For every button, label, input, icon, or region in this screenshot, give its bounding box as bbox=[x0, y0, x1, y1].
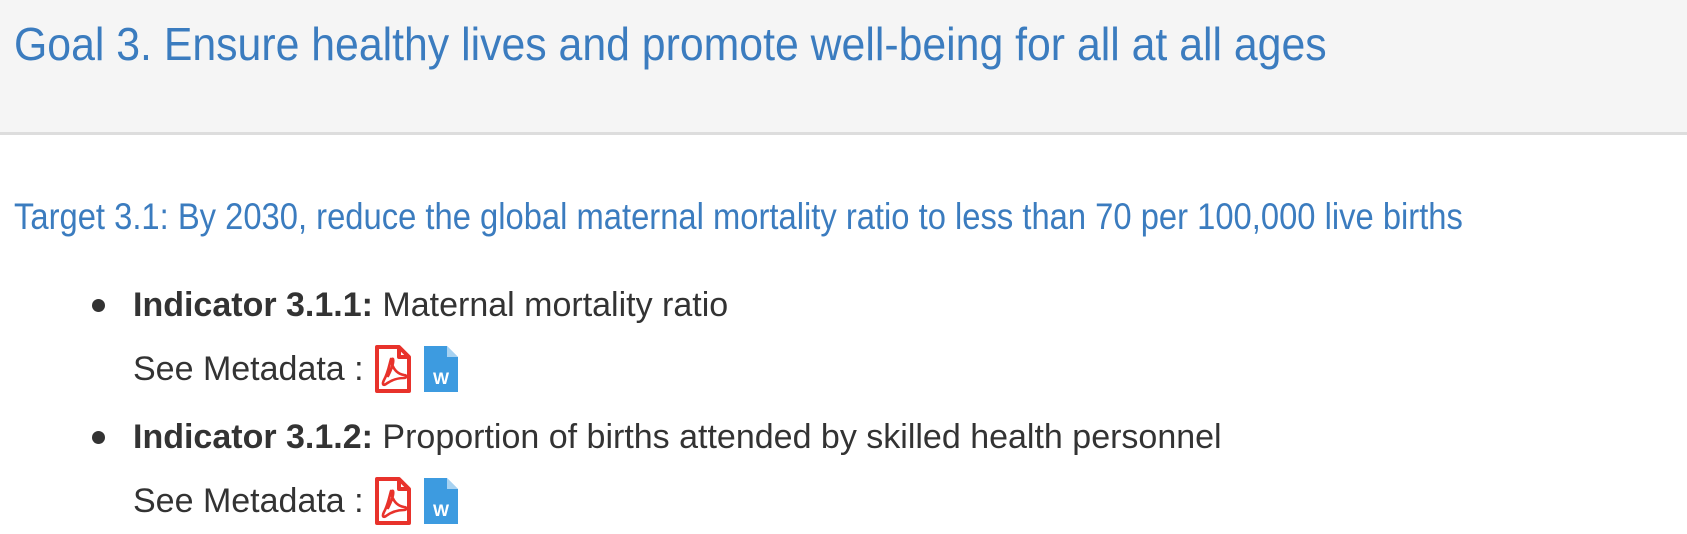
indicator-description: Maternal mortality ratio bbox=[382, 286, 729, 324]
target-title: Target 3.1: By 2030, reduce the global m… bbox=[14, 196, 1463, 237]
pdf-file-icon[interactable] bbox=[374, 344, 412, 394]
goal-header: Goal 3. Ensure healthy lives and promote… bbox=[0, 0, 1687, 135]
indicator-description: Proportion of births attended by skilled… bbox=[382, 418, 1222, 456]
word-letter: W bbox=[433, 501, 450, 520]
indicator-code: Indicator 3.1.1: bbox=[133, 286, 373, 324]
bullet-icon bbox=[92, 431, 105, 444]
metadata-label: See Metadata : bbox=[133, 350, 364, 388]
indicator-line: Indicator 3.1.1: Maternal mortality rati… bbox=[133, 280, 728, 330]
indicator-line: Indicator 3.1.2: Proportion of births at… bbox=[133, 412, 1222, 462]
metadata-line: See Metadata : W bbox=[133, 344, 460, 394]
metadata-label: See Metadata : bbox=[133, 482, 364, 520]
word-letter: W bbox=[433, 369, 450, 388]
bullet-icon bbox=[92, 299, 105, 312]
word-file-icon[interactable]: W bbox=[422, 476, 460, 526]
metadata-line: See Metadata : W bbox=[133, 476, 460, 526]
indicator-code: Indicator 3.1.2: bbox=[133, 418, 373, 456]
pdf-file-icon[interactable] bbox=[374, 476, 412, 526]
goal-title: Goal 3. Ensure healthy lives and promote… bbox=[14, 18, 1327, 70]
word-file-icon[interactable]: W bbox=[422, 344, 460, 394]
